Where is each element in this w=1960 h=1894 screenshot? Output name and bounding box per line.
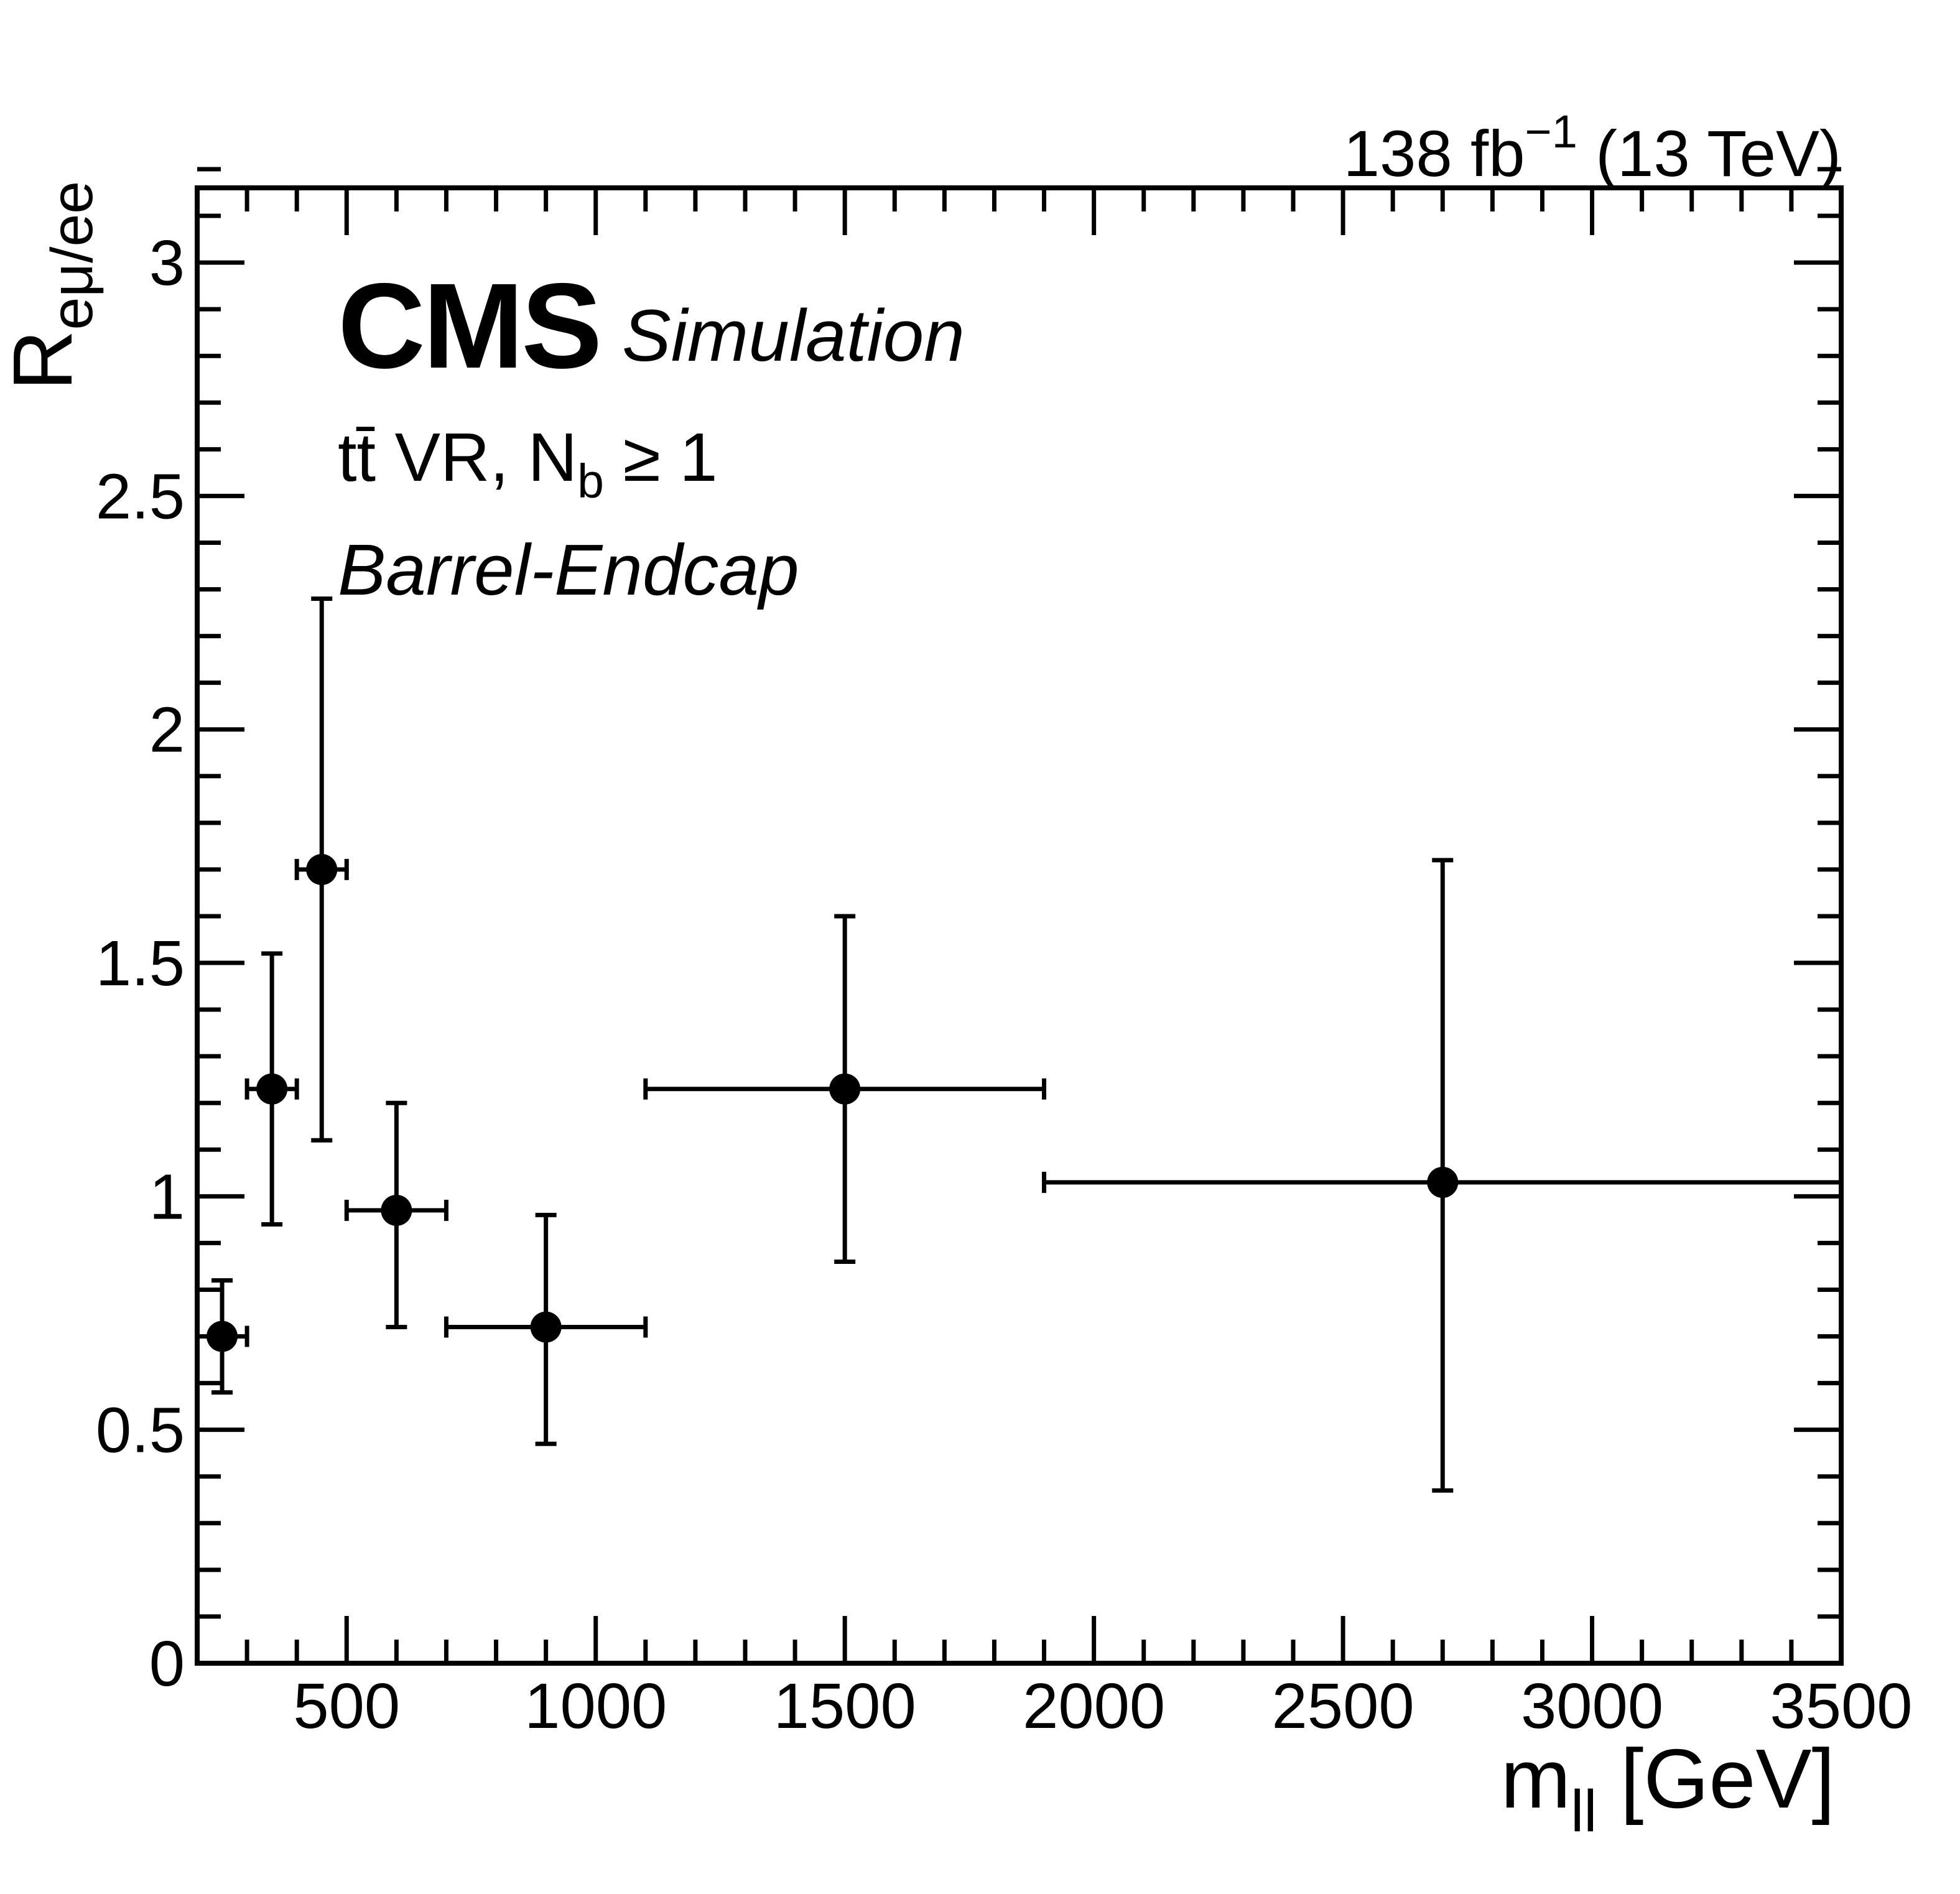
data-point-group	[1042, 858, 1841, 1493]
x-tick-label: 1500	[774, 1670, 916, 1742]
simulation-label: Simulation	[622, 295, 965, 377]
y-tick-label: 3	[149, 227, 185, 299]
x-axis-ticks-bottom	[244, 1616, 1844, 1663]
data-marker	[256, 1073, 288, 1105]
x-tick-label: 500	[293, 1670, 400, 1742]
lumi-energy-label: 138 fb−1 (13 TeV)	[1344, 106, 1841, 190]
y-tick-label: 2	[149, 694, 185, 766]
plot-frame	[195, 185, 1844, 1666]
y-tick-label: 2.5	[96, 460, 185, 532]
x-axis-ticks-top	[244, 188, 1844, 235]
data-marker	[530, 1311, 562, 1343]
x-tick-label: 3500	[1770, 1670, 1912, 1742]
y-axis-title: Reμ/ee	[0, 181, 105, 391]
data-point-group	[244, 951, 299, 1227]
data-point-group	[294, 597, 349, 1143]
x-tick-label: 1000	[524, 1670, 667, 1742]
data-point-group	[197, 1278, 249, 1395]
x-axis-tick-labels: 500 1000 1500 2000 2500 3000 3500	[293, 1670, 1912, 1742]
x-tick-label: 3000	[1521, 1670, 1663, 1742]
data-point-group	[344, 1100, 448, 1330]
y-axis-ticks-right	[1794, 167, 1841, 1619]
data-series	[197, 597, 1841, 1493]
data-marker	[381, 1194, 412, 1226]
y-tick-label: 0.5	[96, 1395, 185, 1466]
x-tick-label: 2500	[1272, 1670, 1414, 1742]
y-tick-label: 1	[149, 1161, 185, 1232]
x-tick-label: 2000	[1023, 1670, 1165, 1742]
data-marker	[306, 853, 338, 885]
region-label: Barrel-Endcap	[338, 529, 799, 610]
data-marker	[829, 1073, 861, 1105]
cms-label: CMS	[338, 258, 600, 394]
y-axis-tick-labels: 0 0.5 1 1.5 2 2.5 3	[96, 227, 185, 1699]
selection-label: tt̄ VR, Nb ≥ 1	[338, 419, 718, 508]
y-tick-label: 0	[149, 1628, 185, 1699]
x-axis-title: mll [GeV]	[1501, 1732, 1835, 1844]
data-point-group	[444, 1212, 648, 1446]
data-point-group	[643, 914, 1047, 1264]
y-tick-label: 1.5	[96, 927, 185, 999]
data-marker	[1427, 1166, 1459, 1198]
data-marker	[207, 1321, 238, 1352]
